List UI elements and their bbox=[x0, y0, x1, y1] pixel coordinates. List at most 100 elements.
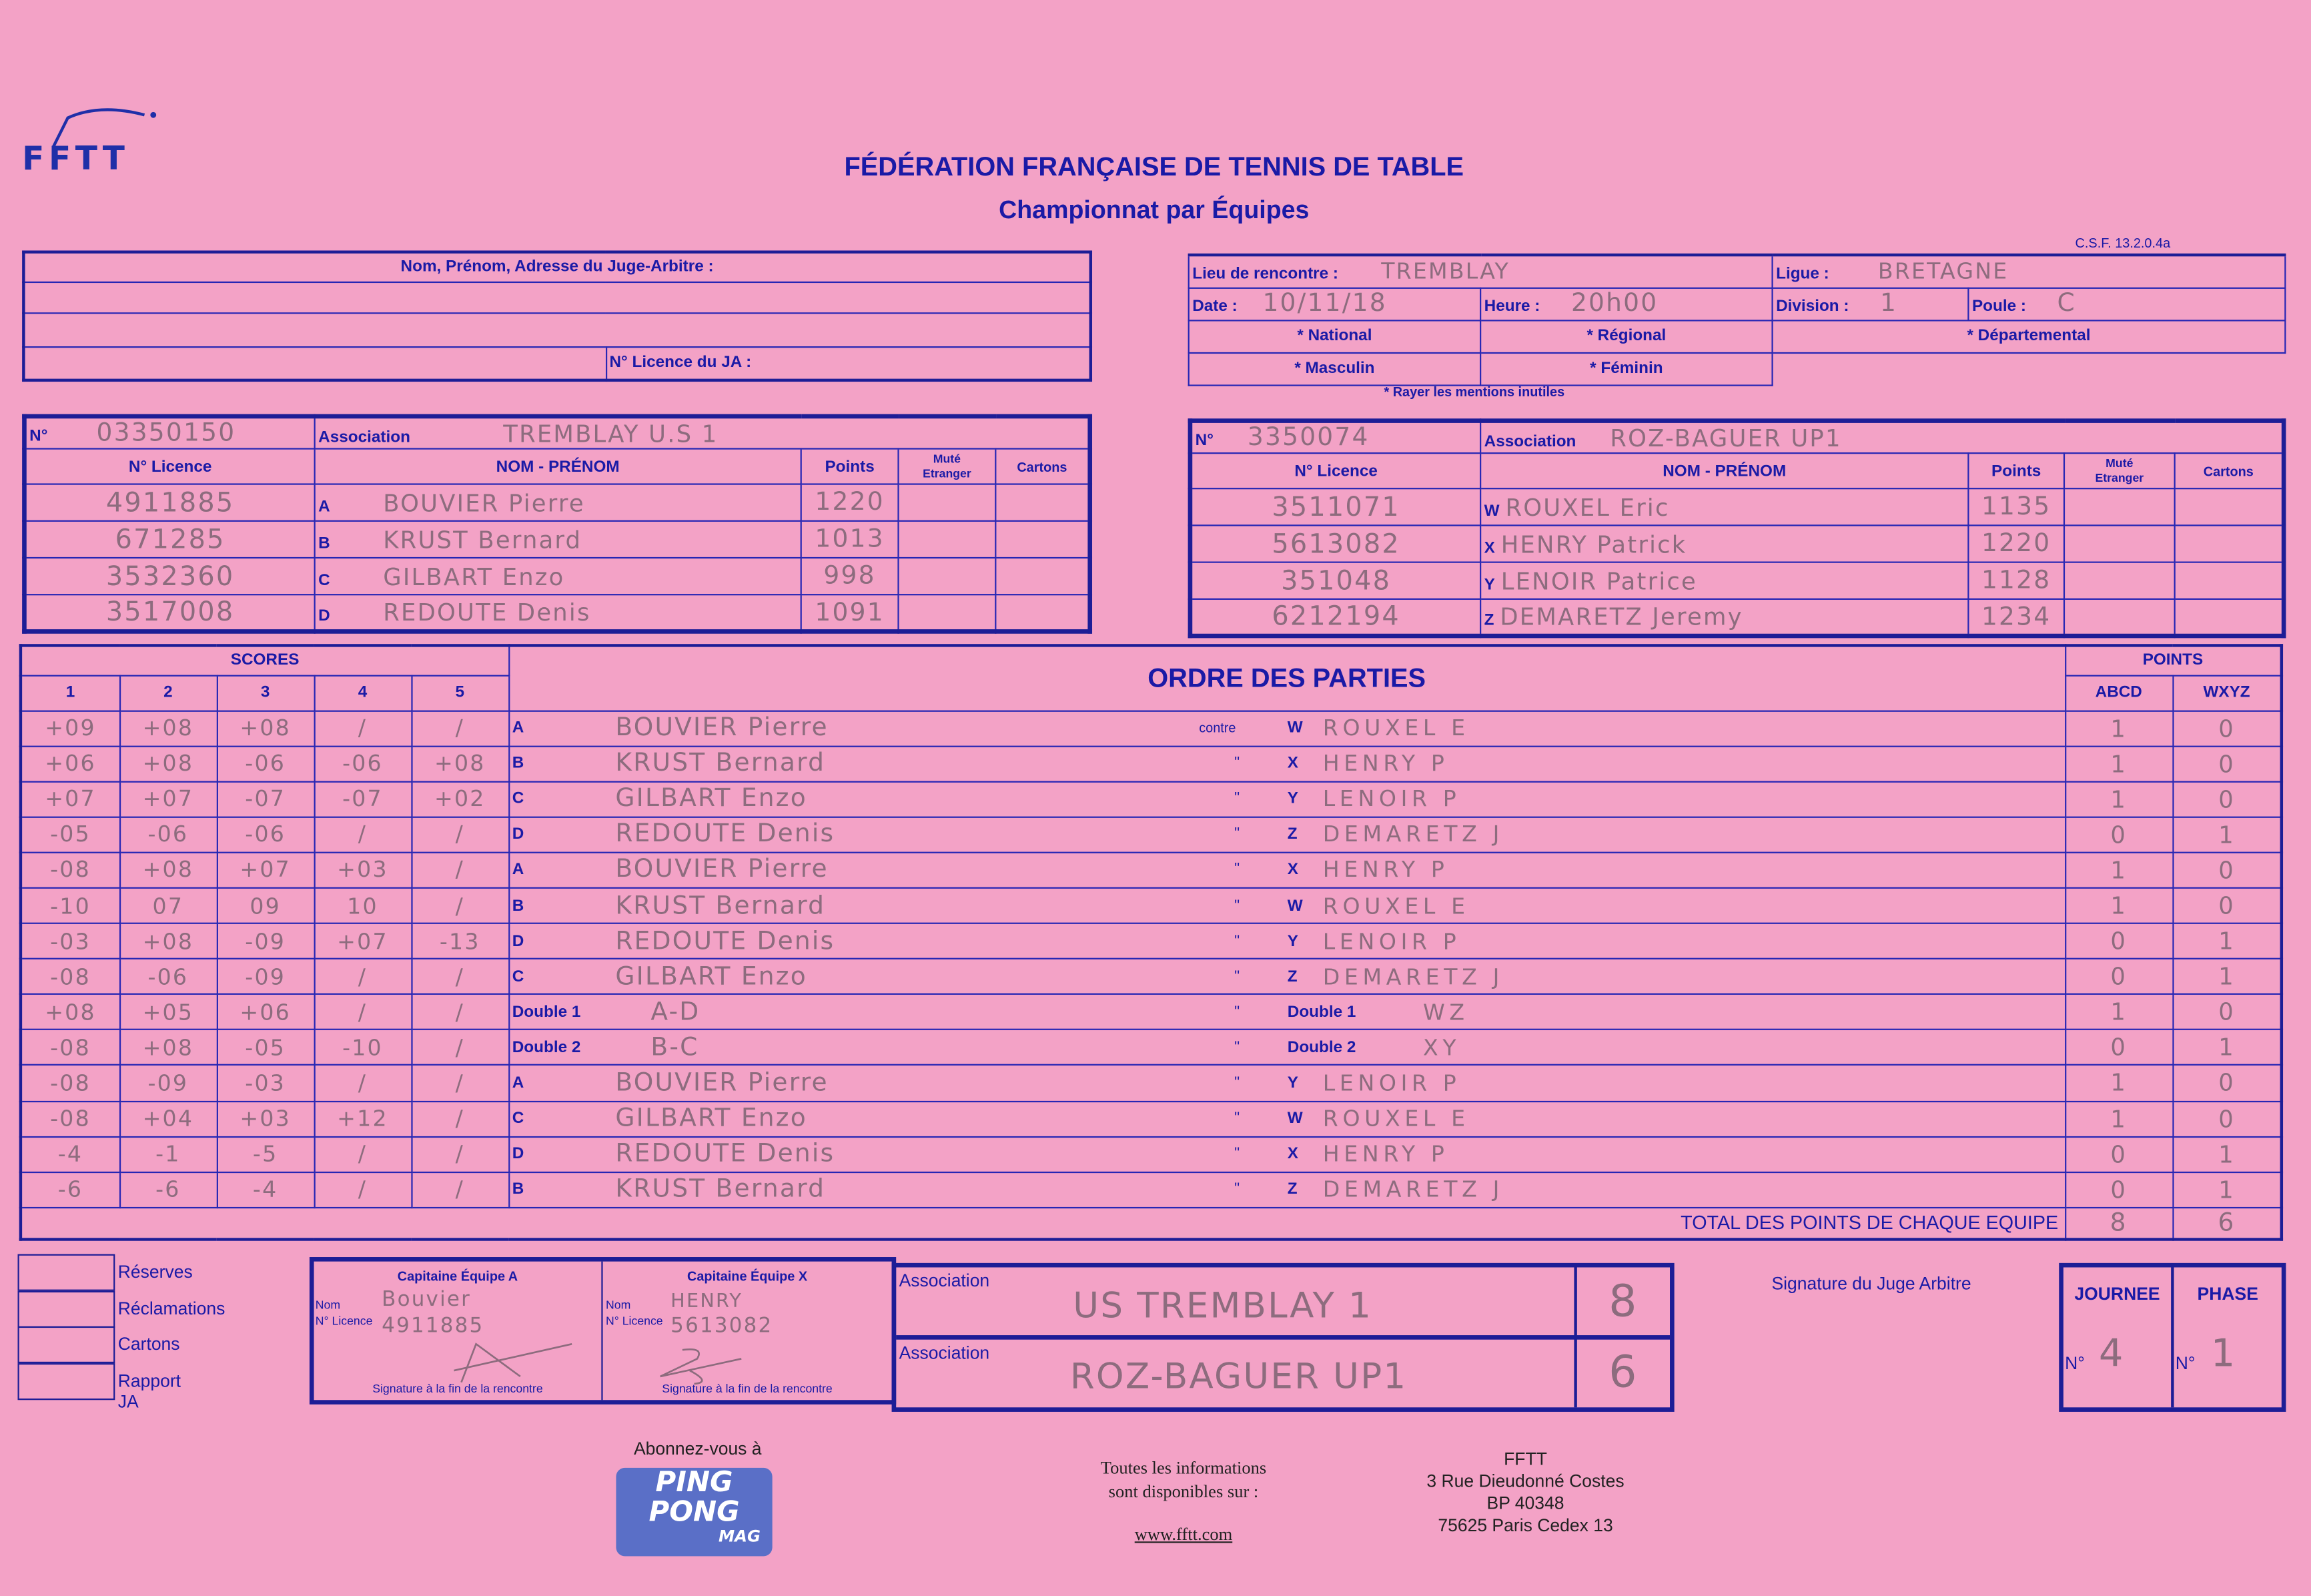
set-score: / bbox=[410, 851, 510, 889]
gender-masculin[interactable]: * Masculin bbox=[1188, 351, 1482, 386]
game-pairing: A BOUVIER Pierre contre W ROUXEL E bbox=[508, 709, 2066, 747]
player-mute-cell[interactable] bbox=[897, 594, 997, 633]
player-cartons-cell[interactable] bbox=[995, 594, 1091, 633]
level-departemental[interactable]: * Départemental bbox=[1771, 319, 2286, 353]
player-mute-cell[interactable] bbox=[897, 556, 997, 596]
licence-header: N° Licence bbox=[23, 448, 316, 485]
report-checkbox[interactable] bbox=[17, 1362, 115, 1400]
name-header: NOM - PRÉNOM bbox=[1480, 452, 1969, 490]
player-cartons-cell[interactable] bbox=[995, 556, 1091, 596]
judge-name-field[interactable] bbox=[23, 280, 1091, 314]
team-a-table: N° 03350150 Association TREMBLAY U.S 1 N… bbox=[22, 414, 1093, 634]
set-number: 2 bbox=[118, 674, 217, 711]
player-mute-cell[interactable] bbox=[2063, 598, 2176, 637]
set-score: -03 bbox=[19, 922, 121, 960]
set-score: -05 bbox=[19, 816, 121, 853]
player-a-name: KRUST Bernard bbox=[615, 891, 826, 921]
team-a-association: TREMBLAY U.S 1 bbox=[503, 419, 719, 448]
info-line1: Toutes les informations bbox=[1100, 1457, 1267, 1479]
address-line3: 75625 Paris Cedex 13 bbox=[1438, 1515, 1613, 1536]
set-score: / bbox=[410, 1064, 510, 1102]
versus-label: " bbox=[1234, 1146, 1240, 1162]
level-national[interactable]: * National bbox=[1188, 319, 1482, 353]
game-pairing: Double 1 A-D " Double 1 WZ bbox=[508, 993, 2066, 1031]
website-link[interactable]: www.fftt.com bbox=[1134, 1523, 1233, 1545]
set-score: / bbox=[313, 957, 412, 995]
game-pairing: D REDOUTE Denis " Z DEMARETZ J bbox=[508, 816, 2066, 853]
player-x-name: DEMARETZ J bbox=[1322, 1176, 1504, 1203]
report-checkbox-label: Cartons bbox=[117, 1333, 180, 1354]
set-score: / bbox=[410, 709, 510, 747]
player-mute-cell[interactable] bbox=[2063, 561, 2176, 600]
judge-address-field[interactable] bbox=[23, 312, 1091, 348]
round-box: JOURNEE PHASE N° 4 N° 1 bbox=[2059, 1262, 2286, 1412]
set-score: +08 bbox=[118, 745, 217, 783]
player-cartons-cell[interactable] bbox=[2174, 488, 2285, 526]
ping-pong-mag-logo[interactable]: PING PONG MAG bbox=[616, 1467, 773, 1557]
player-letter: D bbox=[318, 607, 330, 625]
point-abcd: 0 bbox=[2064, 922, 2174, 960]
versus-label: " bbox=[1234, 933, 1240, 949]
player-name: DEMARETZ Jeremy bbox=[1500, 603, 1743, 631]
player-name: REDOUTE Denis bbox=[383, 598, 591, 627]
player-letter: C bbox=[318, 570, 330, 589]
set-score: -06 bbox=[118, 816, 217, 853]
point-wxyz: 1 bbox=[2172, 957, 2282, 995]
cartons-header: Cartons bbox=[2174, 452, 2285, 490]
player-name-cell: W ROUXEL Eric bbox=[1480, 488, 1969, 526]
page-subtitle: Championnat par Équipes bbox=[999, 195, 1310, 224]
games-table: SCORES ORDRE DES PARTIES POINTS 1 2 3 4 … bbox=[19, 644, 2284, 1241]
player-cartons-cell[interactable] bbox=[995, 520, 1091, 559]
player-cartons-cell[interactable] bbox=[995, 483, 1091, 522]
player-a-name: REDOUTE Denis bbox=[615, 819, 835, 849]
player-a-letter: A bbox=[512, 861, 524, 879]
set-score: -08 bbox=[19, 1100, 121, 1138]
set-score: / bbox=[410, 957, 510, 995]
set-score: / bbox=[410, 816, 510, 853]
level-regional[interactable]: * Régional bbox=[1480, 319, 1773, 353]
set-score: +03 bbox=[313, 851, 412, 889]
player-x-name: HENRY P bbox=[1322, 750, 1449, 777]
player-x-name: HENRY P bbox=[1322, 857, 1449, 883]
result-score-x: 6 bbox=[1608, 1346, 1639, 1399]
set-score: +08 bbox=[410, 745, 510, 783]
player-mute-cell[interactable] bbox=[2063, 488, 2176, 526]
player-row: 5613082 X HENRY Patrick 1220 bbox=[1189, 524, 2285, 563]
player-mute-cell[interactable] bbox=[897, 520, 997, 559]
game-pairing: C GILBART Enzo " Y LENOIR P bbox=[508, 780, 2066, 818]
player-x-name: LENOIR P bbox=[1322, 927, 1461, 955]
player-x-name: ROUXEL E bbox=[1322, 1105, 1470, 1132]
player-name: BOUVIER Pierre bbox=[383, 488, 585, 517]
point-wxyz: 1 bbox=[2172, 1029, 2282, 1066]
games-title: ORDRE DES PARTIES bbox=[508, 645, 2066, 711]
set-score: / bbox=[313, 1064, 412, 1102]
wxyz-header: WXYZ bbox=[2172, 674, 2282, 711]
player-x-letter: X bbox=[1287, 861, 1298, 879]
set-score: -05 bbox=[215, 1029, 315, 1066]
referee-signature-label: Signature du Juge Arbitre bbox=[1771, 1273, 1971, 1294]
captain-a-title: Capitaine Équipe A bbox=[397, 1268, 518, 1284]
report-checkbox[interactable] bbox=[17, 1326, 115, 1364]
player-mute-cell[interactable] bbox=[2063, 524, 2176, 563]
player-name-cell: C GILBART Enzo bbox=[314, 556, 802, 596]
player-cartons-cell[interactable] bbox=[2174, 524, 2285, 563]
point-abcd: 1 bbox=[2064, 745, 2174, 783]
player-x-letter: W bbox=[1287, 719, 1303, 737]
player-row: 6212194 Z DEMARETZ Jeremy 1234 bbox=[1189, 598, 2285, 637]
report-checkbox-label: Réclamations bbox=[117, 1297, 225, 1318]
player-cartons-cell[interactable] bbox=[2174, 598, 2285, 637]
player-licence: 3532360 bbox=[23, 556, 316, 596]
game-pairing: D REDOUTE Denis " X HENRY P bbox=[508, 1136, 2066, 1173]
point-abcd: 1 bbox=[2064, 851, 2174, 889]
player-mute-cell[interactable] bbox=[897, 483, 997, 522]
player-name-cell: B KRUST Bernard bbox=[314, 520, 802, 559]
versus-label: " bbox=[1234, 791, 1240, 807]
player-x-letter: Double 1 bbox=[1287, 1003, 1356, 1022]
time-value: 20h00 bbox=[1570, 288, 1659, 319]
set-score: -03 bbox=[215, 1064, 315, 1102]
report-checkbox[interactable] bbox=[17, 1254, 115, 1291]
gender-feminin[interactable]: * Féminin bbox=[1480, 351, 1773, 386]
player-cartons-cell[interactable] bbox=[2174, 561, 2285, 600]
game-pairing: A BOUVIER Pierre " X HENRY P bbox=[508, 851, 2066, 889]
report-checkbox[interactable] bbox=[17, 1290, 115, 1327]
